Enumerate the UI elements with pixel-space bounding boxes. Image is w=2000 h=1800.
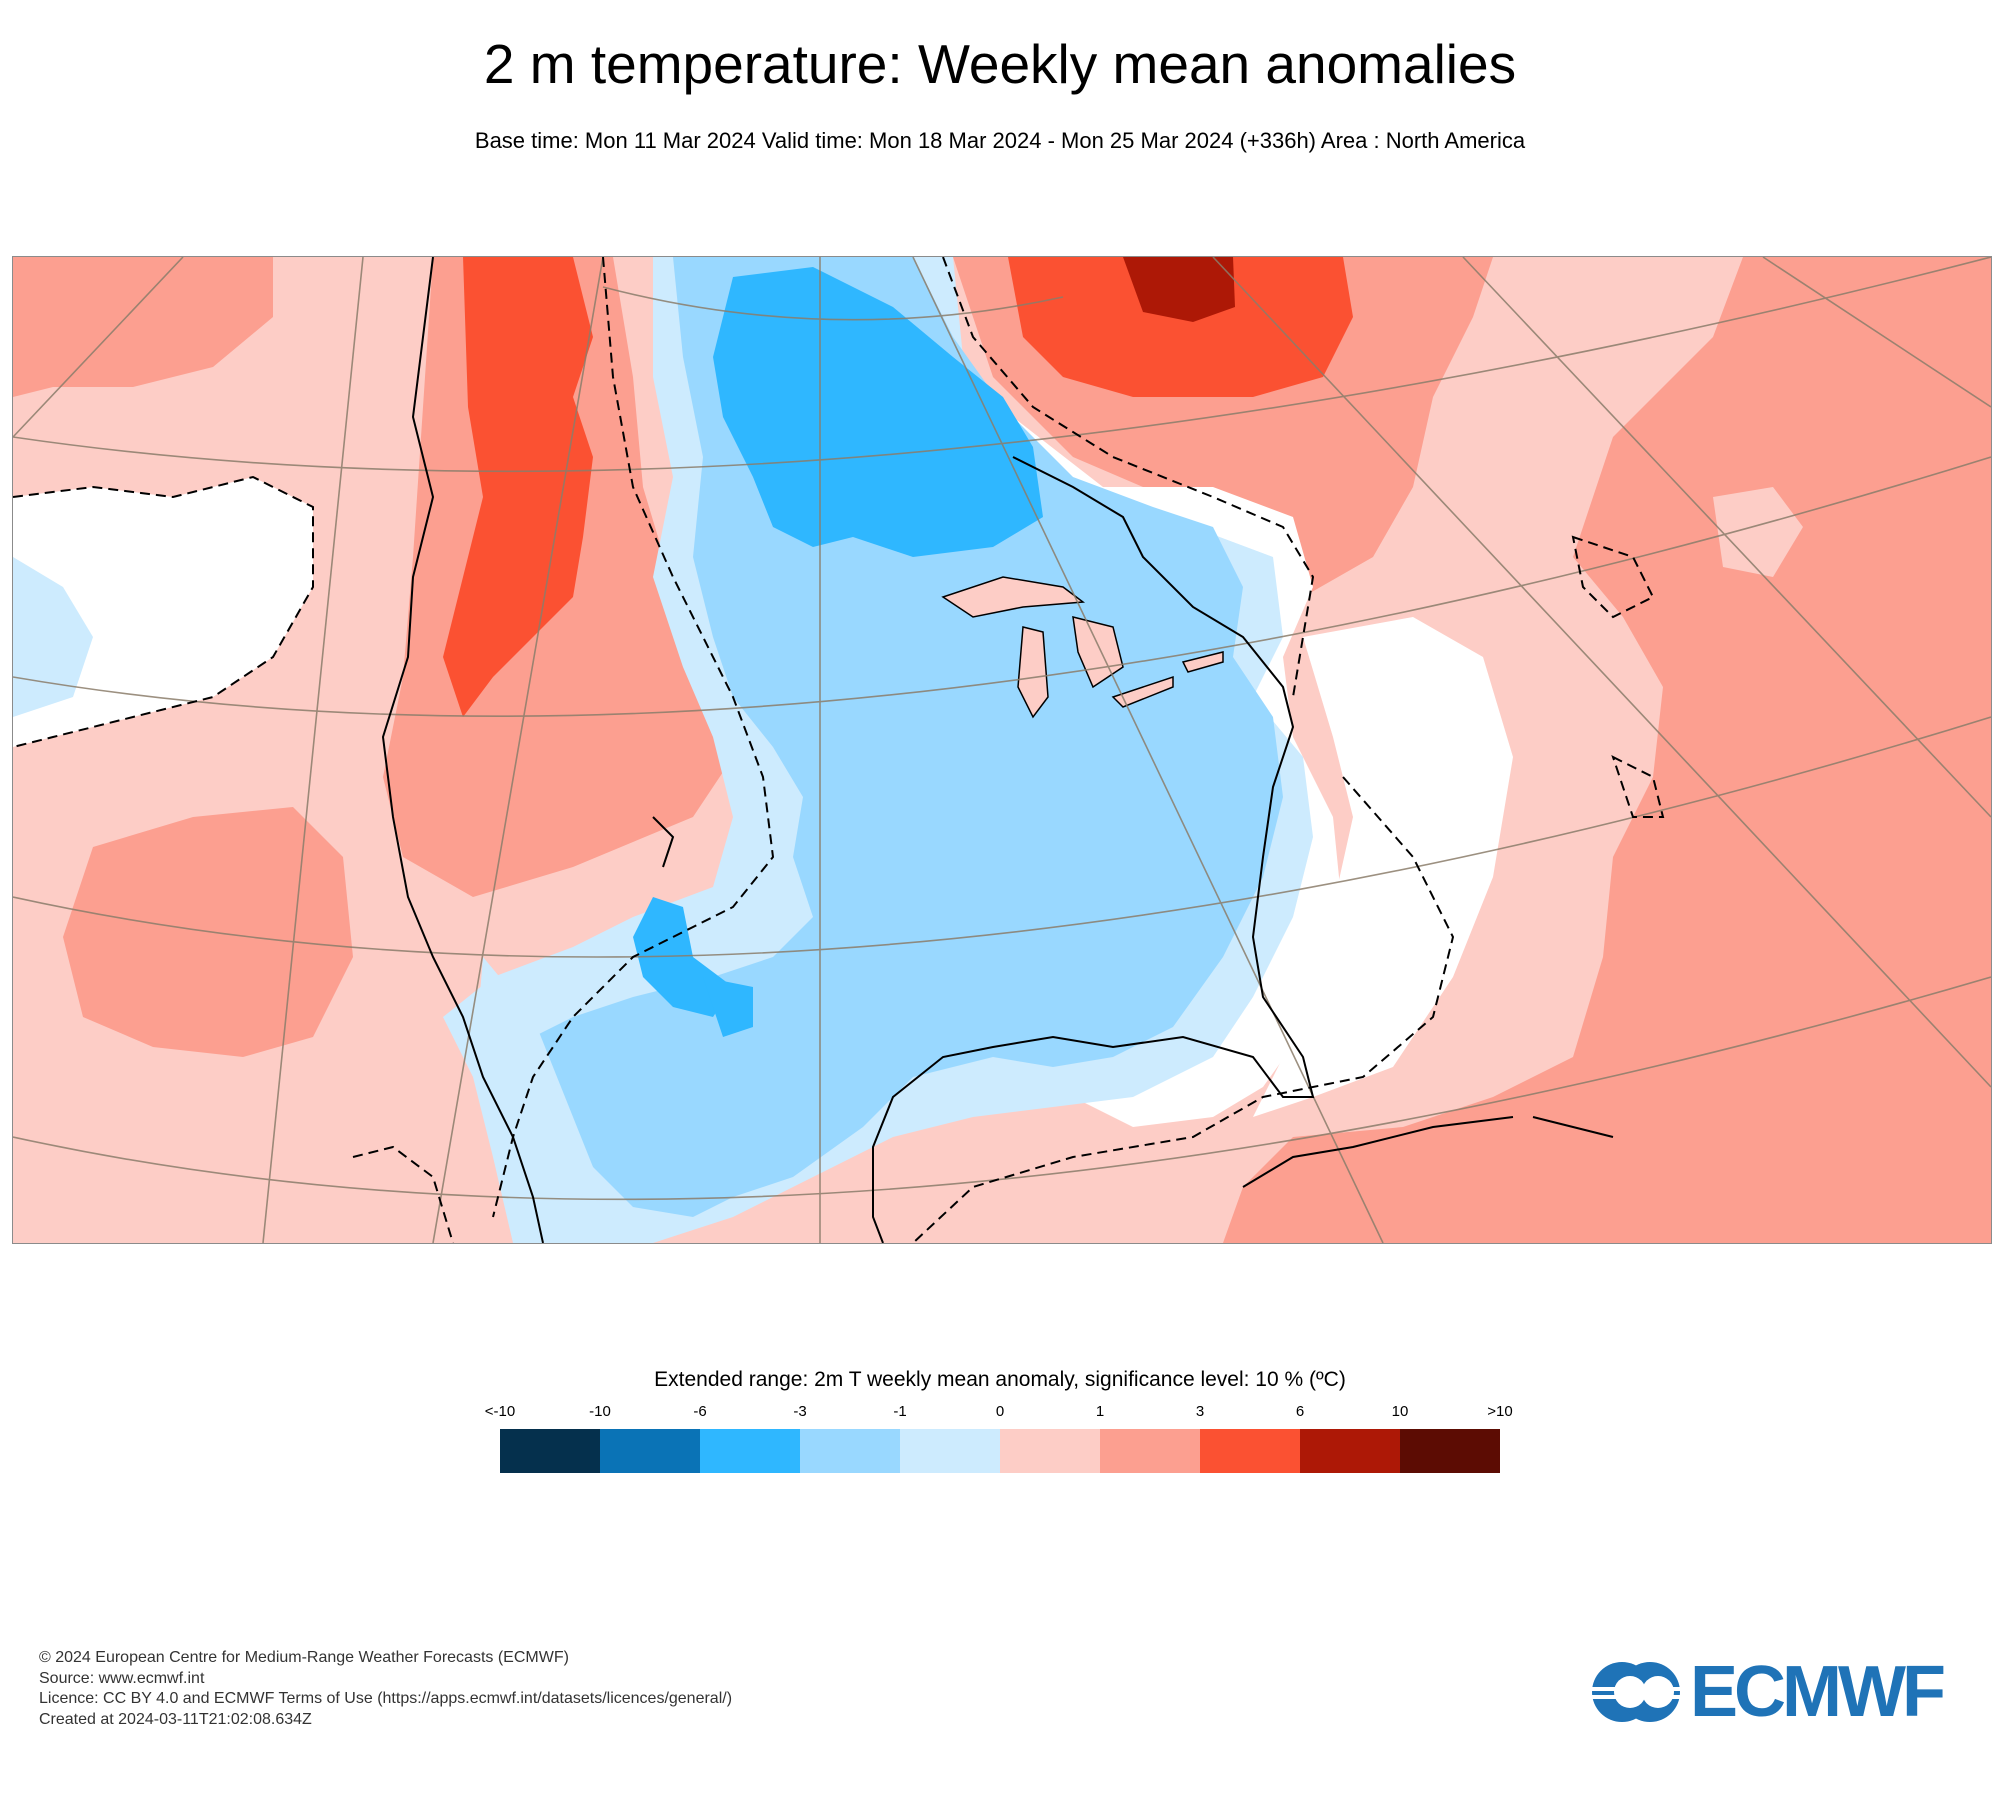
great-lakes: [941, 576, 1224, 719]
footer-source: Source: www.ecmwf.int: [39, 1669, 205, 1687]
west-coast-strong-warm-region: [443, 257, 593, 717]
footer: © 2024 European Centre for Medium-Range …: [39, 1648, 732, 1730]
canada-strong-cold: [713, 267, 1043, 557]
legend-tick: -1: [893, 1403, 907, 1420]
lake-erie: [1111, 675, 1174, 708]
legend-swatch: [900, 1429, 1000, 1473]
footer-copyright: © 2024 European Centre for Medium-Range …: [39, 1649, 569, 1666]
legend-tick: 6: [1295, 1403, 1305, 1420]
legend-tick: <-10: [484, 1403, 516, 1420]
legend-swatch: [1300, 1429, 1400, 1473]
lake-ontario: [1181, 651, 1224, 673]
lake-superior: [941, 576, 1086, 618]
ecmwf-logo: ECMWF: [1590, 1655, 1965, 1729]
legend-tick: -10: [589, 1403, 611, 1420]
legend-swatch: [600, 1429, 700, 1473]
chart-title: 2 m temperature: Weekly mean anomalies: [483, 33, 1517, 95]
footer-licence: Licence: CC BY 4.0 and ECMWF Terms of Us…: [39, 1690, 733, 1707]
graticule: [13, 257, 1991, 1243]
legend-color-bar: [500, 1429, 1500, 1473]
logo-text: ECMWF: [1690, 1652, 1946, 1732]
legend-ticks: <-10 -10 -6 -3 -1 0 1 3 6 10 >10: [485, 1403, 1513, 1423]
greenland-strong-warm-region: [1008, 257, 1353, 397]
pacific-warm-patch-north: [13, 257, 273, 397]
legend-tick: -6: [693, 1403, 707, 1420]
legend-tick: -3: [793, 1403, 807, 1420]
mexico-cool-strip: [473, 957, 613, 1243]
map-canvas: [13, 257, 1991, 1243]
anomaly-map: [12, 256, 1992, 1244]
atlantic-light-patch: [1713, 487, 1803, 577]
legend-tick: >10: [1487, 1403, 1513, 1420]
chart-subtitle: Base time: Mon 11 Mar 2024 Valid time: M…: [474, 128, 1526, 153]
legend-swatch: [500, 1429, 600, 1473]
continental-moderate-cold: [533, 257, 1283, 1217]
greenland-very-strong-warm: [1123, 257, 1235, 322]
lake-michigan: [1017, 626, 1049, 719]
legend-swatch: [1100, 1429, 1200, 1473]
coastlines: [381, 257, 1614, 1243]
pacific-cool-patch: [13, 557, 93, 717]
atlantic-warm-region: [1223, 257, 1991, 1243]
ecmwf-logo-icon: [1590, 1662, 1682, 1722]
legend-tick: 1: [1095, 1403, 1105, 1420]
southwest-cold-patch: [703, 977, 753, 1037]
legend-swatch: [700, 1429, 800, 1473]
legend-swatch: [1400, 1429, 1500, 1473]
legend-tick: 3: [1195, 1403, 1205, 1420]
legend-swatch: [800, 1429, 900, 1473]
legend-swatch: [1200, 1429, 1300, 1473]
significance-contours: [13, 257, 1665, 1243]
legend-swatch: [1000, 1429, 1100, 1473]
legend-tick: 10: [1391, 1403, 1409, 1420]
legend-title: Extended range: 2m T weekly mean anomaly…: [654, 1368, 1346, 1391]
legend-tick: 0: [995, 1403, 1005, 1420]
footer-created: Created at 2024-03-11T21:02:08.634Z: [39, 1710, 312, 1728]
